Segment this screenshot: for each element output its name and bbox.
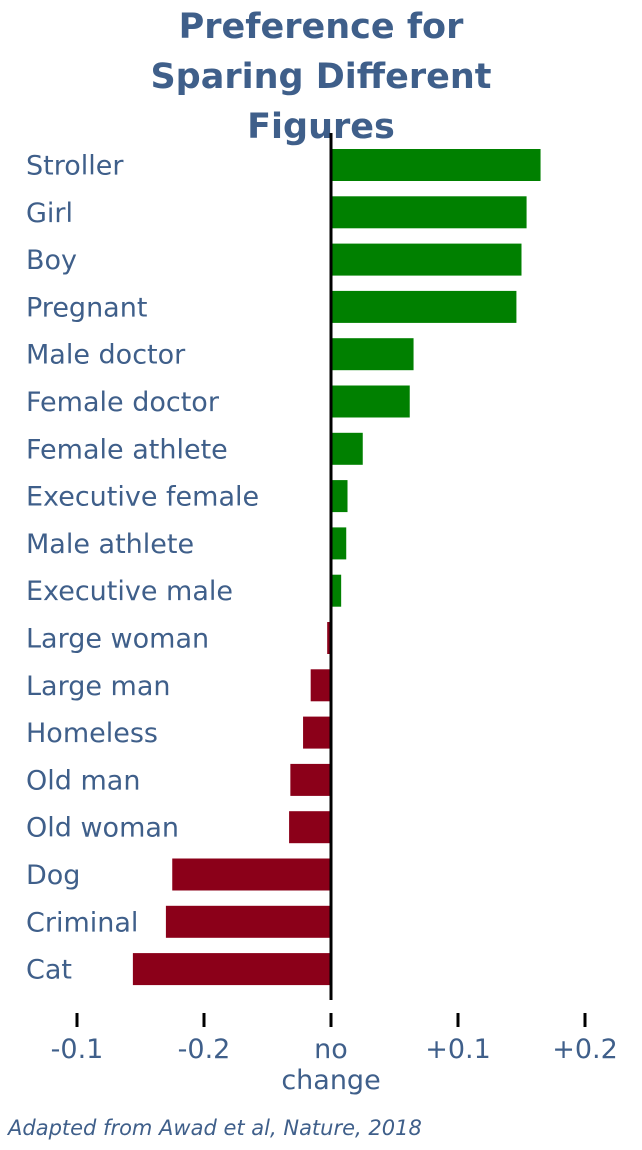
bar: [331, 338, 414, 371]
x-tick-label: +0.1: [425, 1034, 491, 1065]
x-tick-label: -0.1: [50, 1034, 104, 1065]
category-label: Large woman: [26, 624, 209, 655]
bar: [331, 149, 541, 181]
bar: [331, 385, 410, 418]
category-label: Large man: [26, 671, 171, 702]
bar: [327, 622, 331, 654]
bar: [331, 432, 363, 465]
category-label: Executive male: [26, 576, 233, 607]
category-label: Cat: [26, 955, 72, 986]
bar: [331, 243, 522, 276]
bar: [310, 669, 331, 702]
category-label: Female doctor: [26, 387, 220, 418]
x-tick-label: no change: [281, 1034, 381, 1096]
category-label: Dog: [26, 860, 80, 891]
bar: [331, 480, 348, 513]
category-label: Female athlete: [26, 434, 228, 465]
bar: [303, 716, 331, 749]
bar: [331, 574, 342, 607]
bar: [172, 858, 331, 891]
bar: [289, 811, 331, 844]
source-note: Adapted from Awad et al, Nature, 2018: [8, 1116, 422, 1140]
category-label: Girl: [26, 198, 73, 229]
category-label: Homeless: [26, 718, 158, 749]
category-label: Male athlete: [26, 529, 194, 560]
bar: [165, 905, 331, 938]
chart-title: Preference for Sparing Different Figures: [150, 7, 492, 147]
x-tick-label: +0.2: [552, 1034, 618, 1065]
category-label: Male doctor: [26, 340, 186, 371]
category-label: Old man: [26, 765, 140, 796]
category-label: Old woman: [26, 813, 179, 844]
bar: [331, 196, 527, 229]
bar: [331, 290, 517, 323]
category-label: Executive female: [26, 482, 259, 513]
x-tick-label: -0.2: [177, 1034, 231, 1065]
bar: [132, 953, 331, 986]
category-label: Boy: [26, 245, 77, 276]
category-label: Stroller: [26, 151, 124, 182]
category-label: Criminal: [26, 907, 138, 938]
bar: [331, 527, 347, 560]
category-label: Pregnant: [26, 292, 147, 323]
bar: [290, 763, 331, 796]
